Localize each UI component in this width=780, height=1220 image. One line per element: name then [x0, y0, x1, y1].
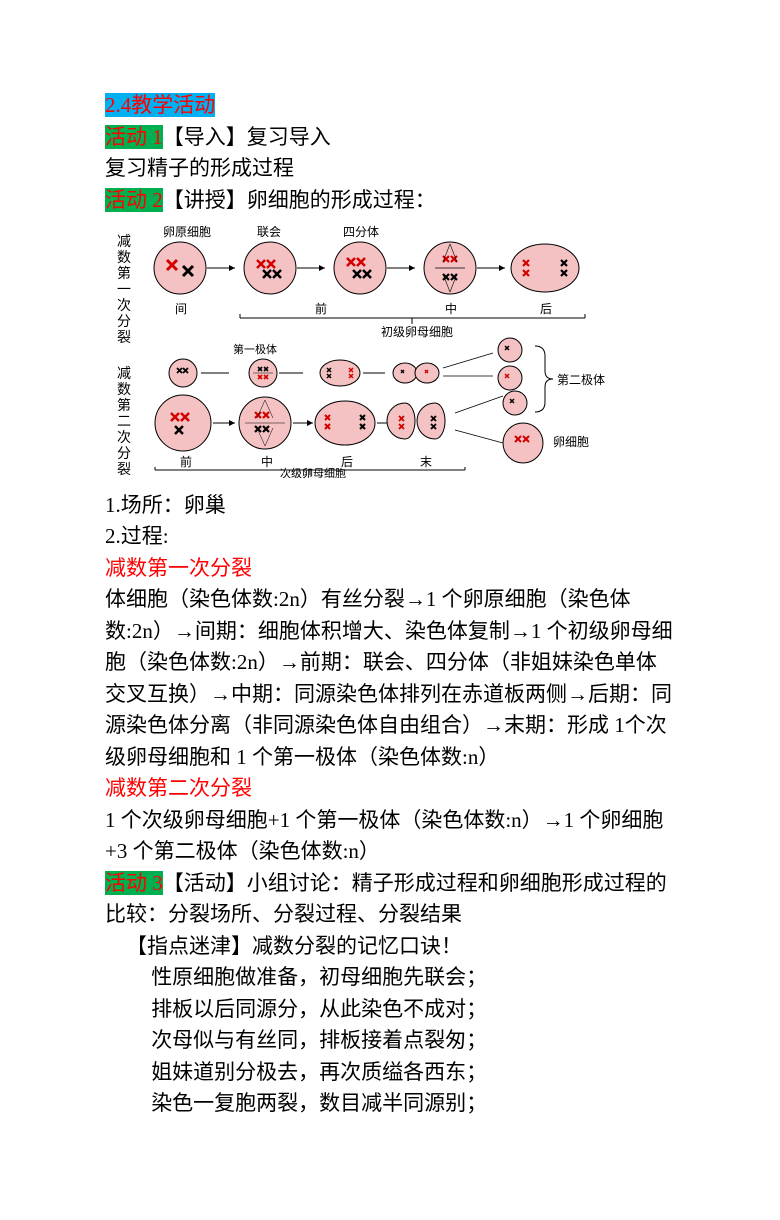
svg-text:数: 数 — [117, 382, 131, 398]
activity-1-body: 复习精子的形成过程 — [105, 153, 675, 185]
svg-text:一: 一 — [117, 283, 131, 298]
svg-text:二: 二 — [117, 415, 131, 430]
svg-text:间: 间 — [175, 302, 187, 316]
svg-text:后: 后 — [540, 302, 552, 316]
svg-text:第: 第 — [117, 397, 131, 414]
cell-polar-body-2c — [503, 391, 527, 415]
svg-text:前: 前 — [315, 301, 327, 316]
process-line: 2.过程: — [105, 521, 675, 553]
meiosis-diagram: 减 数 第 一 次 分 裂 减 数 第 二 次 分 裂 卵原细胞 间 联会 四分… — [105, 218, 665, 488]
diagram-row2-char1: 减 — [117, 366, 131, 382]
cell-polar-body-2b — [498, 366, 522, 390]
section-number: 2.4 — [105, 93, 131, 117]
diagram-row1-char1: 减 — [117, 234, 131, 250]
tip-title: 【指点迷津】减数分裂的记忆口诀！ — [105, 931, 675, 963]
svg-text:前: 前 — [180, 454, 192, 469]
svg-text:第: 第 — [117, 265, 131, 282]
svg-text:中: 中 — [445, 301, 457, 316]
section-header: 2.4教学活动 — [105, 90, 675, 122]
meiosis1-body: 体细胞（染色体数:2n）有丝分裂→1 个卵原细胞（染色体数:2n）→间期：细胞体… — [105, 584, 675, 773]
svg-text:分: 分 — [117, 314, 131, 330]
activity-1-header: 活动 1【导入】复习导入 — [105, 122, 675, 154]
tip-line-1: 排板以后同源分，从此染色不成对； — [105, 994, 675, 1026]
cell-pb1-ana — [320, 360, 360, 386]
svg-text:联会: 联会 — [257, 225, 281, 239]
svg-text:次: 次 — [117, 298, 131, 314]
svg-text:裂: 裂 — [117, 462, 131, 478]
svg-text:数: 数 — [117, 250, 131, 266]
activity-3-label: 活动 3 — [105, 871, 163, 895]
tip-line-4: 染色一复胞两裂，数目减半同源别； — [105, 1088, 675, 1120]
svg-text:第一极体: 第一极体 — [233, 342, 277, 356]
activity-2-header: 活动 2【讲授】卵细胞的形成过程： — [105, 185, 675, 217]
cell-polar-body-2a — [498, 338, 522, 362]
location-line: 1.场所：卵巢 — [105, 490, 675, 522]
primary-oocyte-caption: 初级卵母细胞 — [381, 325, 453, 339]
polar-body-2-label: 第二极体 — [557, 373, 605, 387]
activity-1-label: 活动 1 — [105, 125, 163, 149]
svg-text:次: 次 — [117, 430, 131, 446]
cell-polar-body-1 — [169, 359, 197, 387]
meiosis1-title: 减数第一次分裂 — [105, 553, 675, 585]
cell-so-meta — [239, 397, 291, 449]
activity-3-tag: 【活动】小组讨论：精子形成过程和卵细胞形成过程的比较：分裂场所、分裂过程、分裂结… — [105, 871, 667, 927]
ovum-label: 卵细胞 — [553, 435, 589, 449]
activity-2-label: 活动 2 — [105, 188, 163, 212]
svg-text:卵原细胞: 卵原细胞 — [163, 225, 211, 239]
tip-line-2: 次母似与有丝同，排板接着点裂匆； — [105, 1025, 675, 1057]
svg-text:末: 末 — [420, 455, 432, 469]
secondary-oocyte-caption: 次级卵母细胞 — [280, 466, 346, 478]
meiosis2-title: 减数第二次分裂 — [105, 773, 675, 805]
cell-ovum — [503, 423, 543, 463]
tip-line-3: 姐妹道别分极去，再次质缢各西东； — [105, 1057, 675, 1089]
svg-text:分: 分 — [117, 446, 131, 462]
activity-2-tag: 【讲授】卵细胞的形成过程： — [163, 188, 436, 212]
cell-secondary-oocyte — [155, 395, 211, 451]
meiosis2-body: 1 个次级卵母细胞+1 个第一极体（染色体数:n）→1 个卵细胞+3 个第二极体… — [105, 805, 675, 868]
activity-3: 活动 3【活动】小组讨论：精子形成过程和卵细胞形成过程的比较：分裂场所、分裂过程… — [105, 868, 675, 931]
svg-text:裂: 裂 — [117, 330, 131, 346]
tip-line-0: 性原细胞做准备，初母细胞先联会； — [105, 962, 675, 994]
section-title: 教学活动 — [131, 93, 215, 117]
svg-text:中: 中 — [261, 454, 273, 469]
cell-so-ana — [315, 401, 375, 445]
svg-text:四分体: 四分体 — [343, 225, 379, 239]
activity-1-tag: 【导入】复习导入 — [163, 125, 331, 149]
svg-text:后: 后 — [341, 455, 353, 469]
